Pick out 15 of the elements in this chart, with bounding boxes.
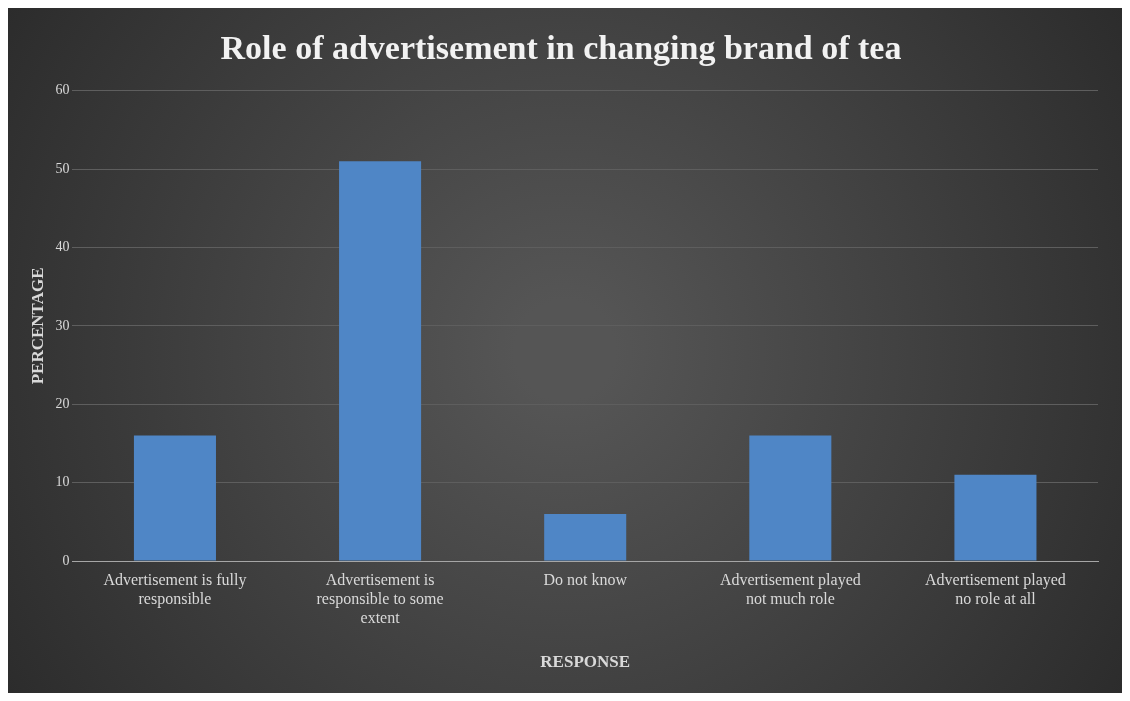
y-tick-label: 10 xyxy=(55,474,70,490)
x-tick-label: Advertisement played no role at all xyxy=(925,570,1066,607)
y-tick-label: 60 xyxy=(55,82,70,98)
y-tick-label: 30 xyxy=(55,317,70,333)
y-tick-label: 20 xyxy=(55,395,70,411)
x-tick-label: Advertisement played not much role xyxy=(719,570,861,607)
x-tick-label: Advertisement is fully responsible xyxy=(103,570,247,608)
x-axis-title: RESPONSE xyxy=(540,652,631,672)
y-axis-title: PERCENTAGE xyxy=(27,267,47,385)
x-tick-label: Advertisement is responsible to some extent xyxy=(316,570,444,627)
x-tick-label: Do not know xyxy=(543,570,628,588)
y-tick-label: 50 xyxy=(55,160,70,176)
chart-title: Role of advertisement in changing brand of tea xyxy=(220,29,902,67)
y-tick-label: 0 xyxy=(62,552,70,568)
y-tick-label: 40 xyxy=(55,239,70,255)
